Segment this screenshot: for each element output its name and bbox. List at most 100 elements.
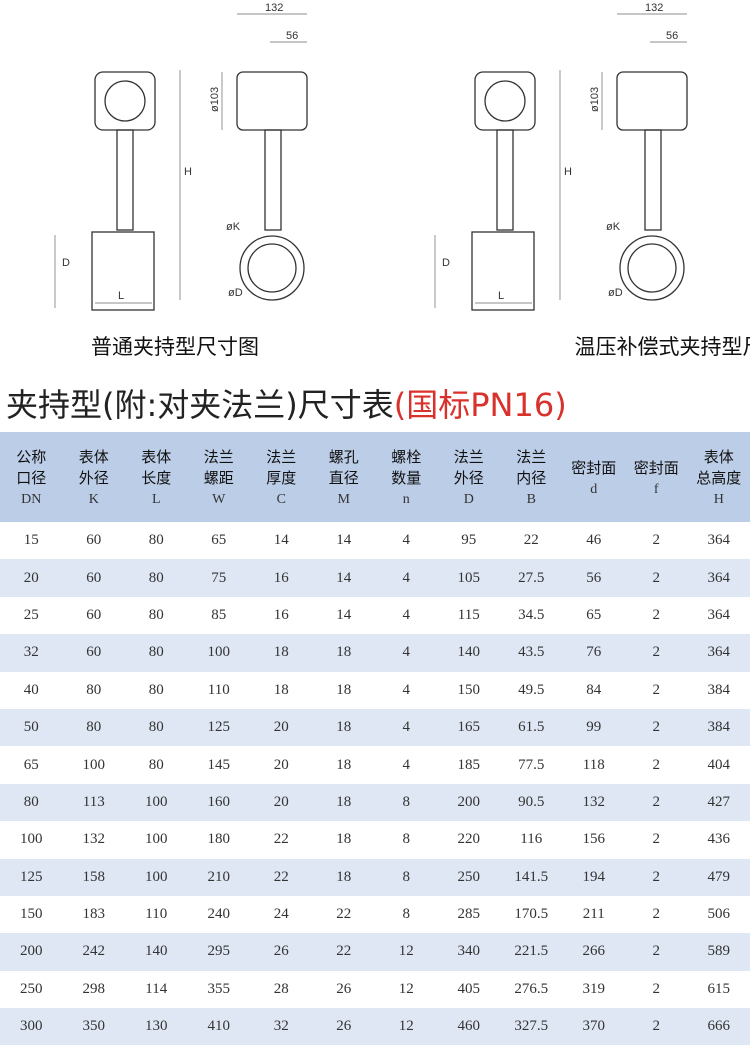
table-cell: 32	[0, 634, 63, 672]
table-cell: 170.5	[514, 906, 549, 923]
flange-inner	[627, 243, 677, 293]
dim-label: ø103	[589, 87, 601, 112]
table-cell: 221.5	[500, 933, 563, 971]
table-cell: 130	[125, 1008, 188, 1046]
table-cell: 100	[145, 831, 168, 848]
table-cell: 506	[707, 906, 731, 923]
column-header: 螺栓 数量 n	[375, 432, 438, 522]
table-cell: 364	[707, 532, 731, 549]
header-symbol: M	[337, 492, 350, 507]
table-cell: 4	[402, 606, 411, 623]
table-cell: 200	[0, 933, 63, 971]
table-cell: 12	[375, 1008, 438, 1046]
table-cell: 14	[336, 606, 352, 623]
table-cell: 8	[375, 858, 438, 896]
table-cell: 22	[336, 906, 352, 923]
table-cell: 2	[652, 831, 661, 848]
table-cell: 77.5	[518, 756, 545, 773]
table-cell: 20	[250, 783, 313, 822]
header-text: 密封面	[633, 458, 679, 477]
table-cell: 100	[82, 756, 106, 773]
table-cell: 4	[402, 681, 411, 698]
table-cell: 404	[707, 756, 731, 773]
header-text: 法兰	[266, 448, 297, 466]
table-cell: 84	[586, 681, 602, 698]
flow-body	[91, 231, 155, 311]
header-text: 表体	[78, 448, 109, 466]
dim-label: 56	[286, 30, 298, 42]
table-cell: 4	[402, 756, 411, 773]
header-symbol: D	[463, 492, 474, 507]
title-note: (国标PN16)	[393, 386, 567, 424]
table-cell: 4	[402, 532, 411, 549]
header-text: 表体	[703, 448, 734, 466]
table-cell: 364	[687, 559, 750, 597]
table-cell: 156	[582, 831, 606, 848]
table-cell: 16	[273, 606, 289, 623]
table-cell: 60	[86, 606, 102, 623]
table-cell: 183	[82, 906, 106, 923]
table-row: 40 80 80 110 18 18 4 150 49.5 84 2 384	[0, 672, 750, 709]
table-row: 80 113 100 160 20 18 8 200 90.5 132 2 427	[0, 783, 750, 822]
side-head	[236, 71, 308, 131]
header-text: 口径	[16, 469, 47, 487]
table-cell: 26	[250, 933, 313, 971]
table-cell: 115	[457, 606, 480, 623]
table-cell: 27.5	[500, 559, 563, 597]
flange-view	[239, 235, 305, 301]
table-cell: 125	[0, 858, 63, 896]
table-cell: 2	[652, 756, 661, 773]
table-cell: 18	[336, 756, 352, 773]
table-cell: 8	[375, 783, 438, 822]
table-cell: 211	[582, 906, 605, 923]
table-cell: 60	[62, 634, 125, 672]
stem	[496, 129, 514, 231]
table-cell: 220	[457, 831, 481, 848]
column-header: 螺孔 直径 M	[312, 432, 375, 522]
table-cell: 364	[687, 634, 750, 672]
table-cell: 285	[457, 906, 481, 923]
table-cell: 364	[707, 606, 731, 623]
table-cell: 240	[207, 906, 231, 923]
dim-label: øD	[228, 287, 243, 299]
table-cell: 180	[207, 831, 231, 848]
dim-label: 132	[265, 2, 283, 14]
table-cell: 113	[62, 783, 125, 822]
table-row: 20 60 80 75 16 14 4 105 27.5 56 2 364	[0, 559, 750, 597]
table-cell: 85	[211, 606, 227, 623]
dim-label: L	[118, 290, 124, 302]
table-row: 200 242 140 295 26 22 12 340 221.5 266 2 589	[0, 933, 750, 971]
table-cell: 60	[62, 559, 125, 597]
table-cell: 80	[125, 634, 188, 672]
table-cell: 141.5	[500, 858, 563, 896]
table-cell: 105	[437, 559, 500, 597]
head-window	[104, 80, 146, 122]
dim-label: øD	[608, 287, 623, 299]
header-text: 外径	[453, 469, 484, 487]
flow-body	[471, 231, 535, 311]
dim-label: ø103	[209, 87, 221, 112]
table-cell: 60	[86, 532, 102, 549]
table-cell: 242	[62, 933, 125, 971]
column-header: 法兰 厚度 C	[250, 432, 313, 522]
table-cell: 2	[652, 980, 661, 997]
table-row: 15 60 80 65 14 14 4 95 22 46 2 364	[0, 522, 750, 559]
table-cell: 80	[148, 756, 164, 773]
table-cell: 125	[187, 708, 250, 747]
stem	[116, 129, 134, 231]
header-text: 法兰	[453, 448, 484, 466]
table-row: 25 60 80 85 16 14 4 115 34.5 65 2 364	[0, 597, 750, 634]
table-cell: 2	[625, 933, 688, 971]
table-cell: 18	[336, 681, 352, 698]
table-row: 125 158 100 210 22 18 8 250 141.5 194 2 479	[0, 858, 750, 896]
table-cell: 295	[187, 933, 250, 971]
header-text: 螺栓	[391, 448, 422, 466]
dim-label: D	[442, 257, 450, 269]
table-cell: 210	[187, 858, 250, 896]
table-cell: 615	[707, 980, 731, 997]
dim-label: L	[498, 290, 504, 302]
header-text: 总高度	[696, 469, 742, 487]
table-cell: 355	[207, 980, 231, 997]
table-row: 32 60 80 100 18 18 4 140 43.5 76 2 364	[0, 634, 750, 672]
